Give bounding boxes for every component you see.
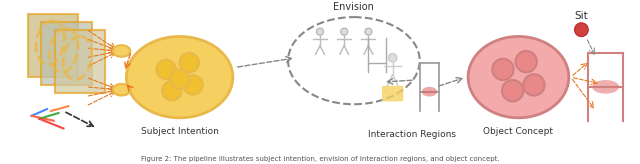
Text: Subject Intention: Subject Intention <box>141 127 219 136</box>
Ellipse shape <box>113 84 131 96</box>
Circle shape <box>388 53 397 62</box>
Text: Interaction Regions: Interaction Regions <box>368 130 456 139</box>
Ellipse shape <box>592 80 619 94</box>
Text: Sit: Sit <box>575 11 588 21</box>
Circle shape <box>492 59 514 80</box>
Text: Figure 2: The pipeline illustrates subject intention, envision of interaction re: Figure 2: The pipeline illustrates subje… <box>141 156 499 162</box>
FancyBboxPatch shape <box>28 14 78 77</box>
Circle shape <box>365 28 372 35</box>
Circle shape <box>156 60 176 79</box>
FancyBboxPatch shape <box>382 86 403 101</box>
Ellipse shape <box>468 36 569 118</box>
FancyBboxPatch shape <box>41 22 92 85</box>
Circle shape <box>516 51 537 72</box>
Text: Envision: Envision <box>333 2 374 12</box>
Circle shape <box>575 23 588 36</box>
Circle shape <box>162 81 182 100</box>
Ellipse shape <box>113 45 131 57</box>
Ellipse shape <box>422 87 437 96</box>
Ellipse shape <box>126 36 233 118</box>
Circle shape <box>170 69 189 89</box>
Circle shape <box>502 80 524 101</box>
FancyBboxPatch shape <box>55 30 105 93</box>
Text: Object Concept: Object Concept <box>483 127 554 136</box>
Circle shape <box>184 75 203 95</box>
Circle shape <box>180 53 199 72</box>
Circle shape <box>317 28 323 35</box>
Circle shape <box>340 28 348 35</box>
Circle shape <box>524 74 545 96</box>
